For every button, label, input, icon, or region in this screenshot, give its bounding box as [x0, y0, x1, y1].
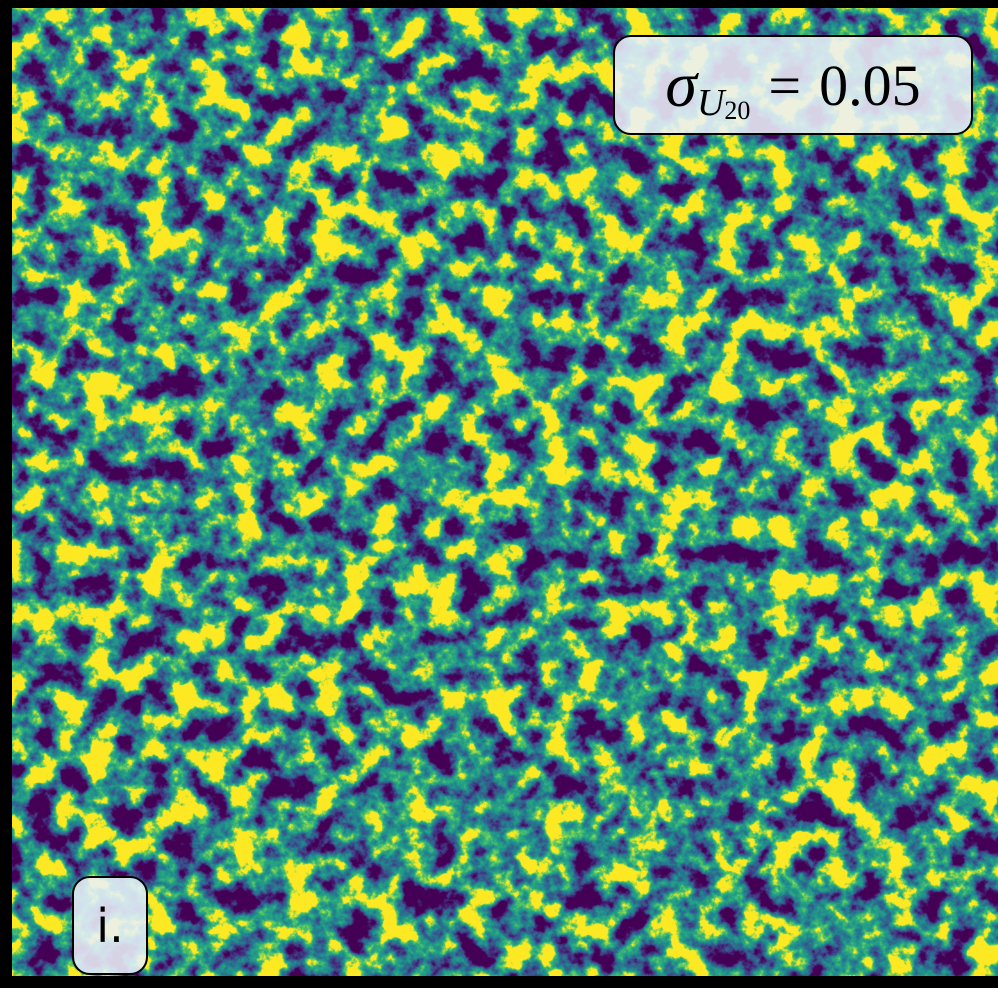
field-image — [0, 0, 998, 988]
scalar-field — [12, 8, 998, 976]
panel-label-box: i. — [72, 876, 148, 975]
value: 0.05 — [819, 52, 921, 119]
figure-panel: σ U 20 = 0.05 i. (() => { const data = J… — [0, 0, 998, 988]
subscript: U — [697, 81, 724, 125]
annotation-box: σ U 20 = 0.05 — [613, 35, 973, 135]
panel-label: i. — [96, 899, 123, 953]
subsubscript: 20 — [724, 96, 750, 126]
relation: = — [768, 52, 801, 119]
sigma-symbol: σ — [665, 48, 697, 122]
